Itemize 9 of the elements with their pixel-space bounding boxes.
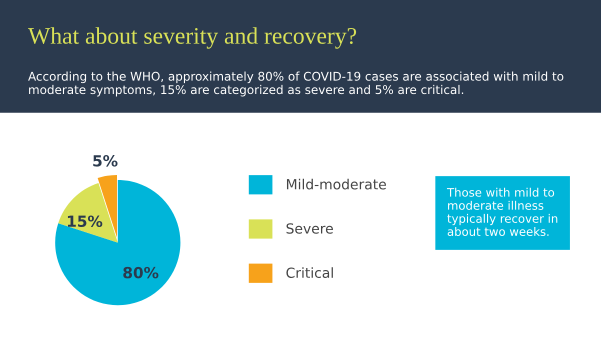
legend-label: Critical [286, 267, 333, 278]
data-label: 5% [93, 155, 118, 167]
legend-label: Severe [286, 223, 333, 234]
chart-subtitle: According to the WHO, approximately 80% of COVID-19 cases are associated with mild to moderate symptoms, 15% are categorized as severe and 5% are critical. [28, 72, 564, 96]
legend-label: Mild-moderate [286, 178, 386, 190]
chart-title: What about severity and recovery? [28, 27, 356, 49]
data-label: 15% [68, 215, 102, 228]
text: Those with mild to moderate illness typically recover in about two weeks. [446, 188, 558, 236]
data-label: 80% [123, 266, 158, 278]
